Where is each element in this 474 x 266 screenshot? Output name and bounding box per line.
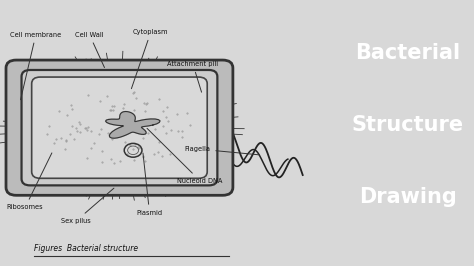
Text: Sex pilus: Sex pilus [62, 188, 114, 224]
Text: Ribosomes: Ribosomes [7, 153, 52, 210]
Text: Flagella: Flagella [184, 146, 260, 155]
FancyBboxPatch shape [6, 60, 233, 195]
Text: Nucleoid DNA: Nucleoid DNA [147, 128, 223, 184]
Text: Structure: Structure [352, 115, 464, 135]
Text: Cytoplasm: Cytoplasm [131, 29, 169, 89]
Text: Drawing: Drawing [359, 187, 456, 207]
Text: Attachment pili: Attachment pili [167, 61, 219, 92]
FancyBboxPatch shape [32, 77, 207, 178]
Text: Bacterial: Bacterial [355, 43, 460, 63]
FancyBboxPatch shape [21, 70, 218, 185]
Polygon shape [106, 111, 160, 138]
Text: Cell membrane: Cell membrane [10, 32, 62, 100]
Text: Figures  Bacterial structure: Figures Bacterial structure [34, 244, 138, 253]
Text: Cell Wall: Cell Wall [75, 32, 104, 68]
Text: Plasmid: Plasmid [137, 153, 163, 216]
